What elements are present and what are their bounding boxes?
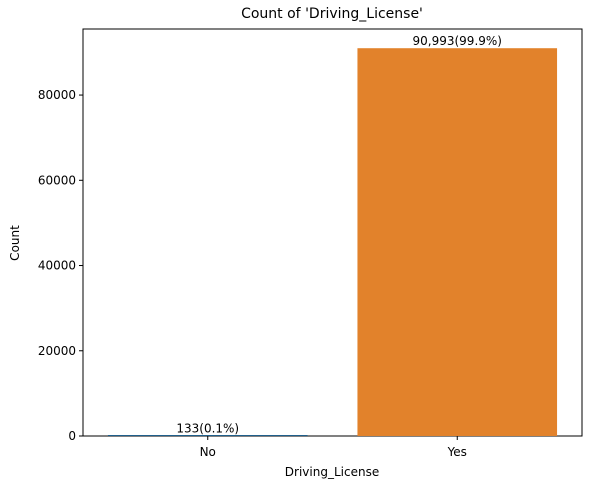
plot-area: [82, 28, 583, 437]
y-tick-label-20000: 20000: [38, 344, 76, 358]
x-axis-label: Driving_License: [285, 465, 379, 479]
y-tick-label-40000: 40000: [38, 259, 76, 273]
x-tick-label-no: No: [200, 445, 216, 459]
plot-frame: [82, 28, 583, 437]
data-labels: 133(0.1%) 90,993(99.9%): [176, 34, 502, 435]
y-tick-label-0: 0: [68, 429, 76, 443]
y-tick-label-80000: 80000: [38, 88, 76, 102]
data-label-yes: 90,993(99.9%): [413, 34, 502, 48]
data-label-no: 133(0.1%): [176, 421, 239, 435]
bar-yes: [357, 48, 558, 436]
y-tick-label-60000: 60000: [38, 173, 76, 187]
bar-no: [107, 435, 308, 436]
y-axis: 0 20000 40000 60000 80000: [38, 88, 83, 443]
chart-title: Count of 'Driving_License': [241, 6, 423, 22]
x-axis: No Yes: [200, 436, 467, 459]
x-tick-label-yes: Yes: [447, 445, 467, 459]
y-axis-label: Count: [8, 225, 22, 261]
bars: [107, 48, 558, 436]
